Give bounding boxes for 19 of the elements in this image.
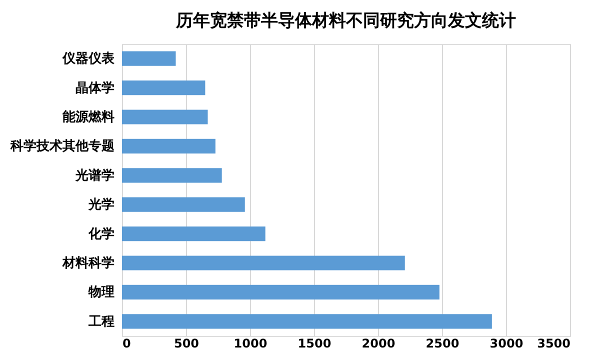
y-tick-label: 光谱学 <box>74 167 114 184</box>
chart-title: 历年宽禁带半导体材料不同研究方向发文统计 <box>175 11 516 31</box>
x-tick-label: 2000 <box>362 336 396 350</box>
y-tick-label: 仪器仪表 <box>62 52 116 67</box>
x-tick-label: 500 <box>174 336 200 350</box>
x-tick-label: 3000 <box>490 336 524 350</box>
x-tick-label: 0 <box>122 336 131 350</box>
x-tick-label: 2500 <box>426 336 460 350</box>
y-tick-label: 光学 <box>88 198 114 213</box>
y-tick-label: 晶体学 <box>76 80 114 96</box>
y-tick-label: 物理 <box>88 285 114 300</box>
y-tick-label: 科学技术其他专题 <box>10 138 114 154</box>
y-tick-label: 工程 <box>88 314 114 330</box>
x-tick-label: 1500 <box>298 336 332 350</box>
y-tick-label: 化学 <box>88 226 114 242</box>
y-tick-label: 能源燃料 <box>62 109 114 125</box>
y-tick-label: 材料科学 <box>62 256 114 271</box>
x-tick-label: 3500 <box>537 336 570 350</box>
x-tick-label: 1000 <box>234 336 268 350</box>
